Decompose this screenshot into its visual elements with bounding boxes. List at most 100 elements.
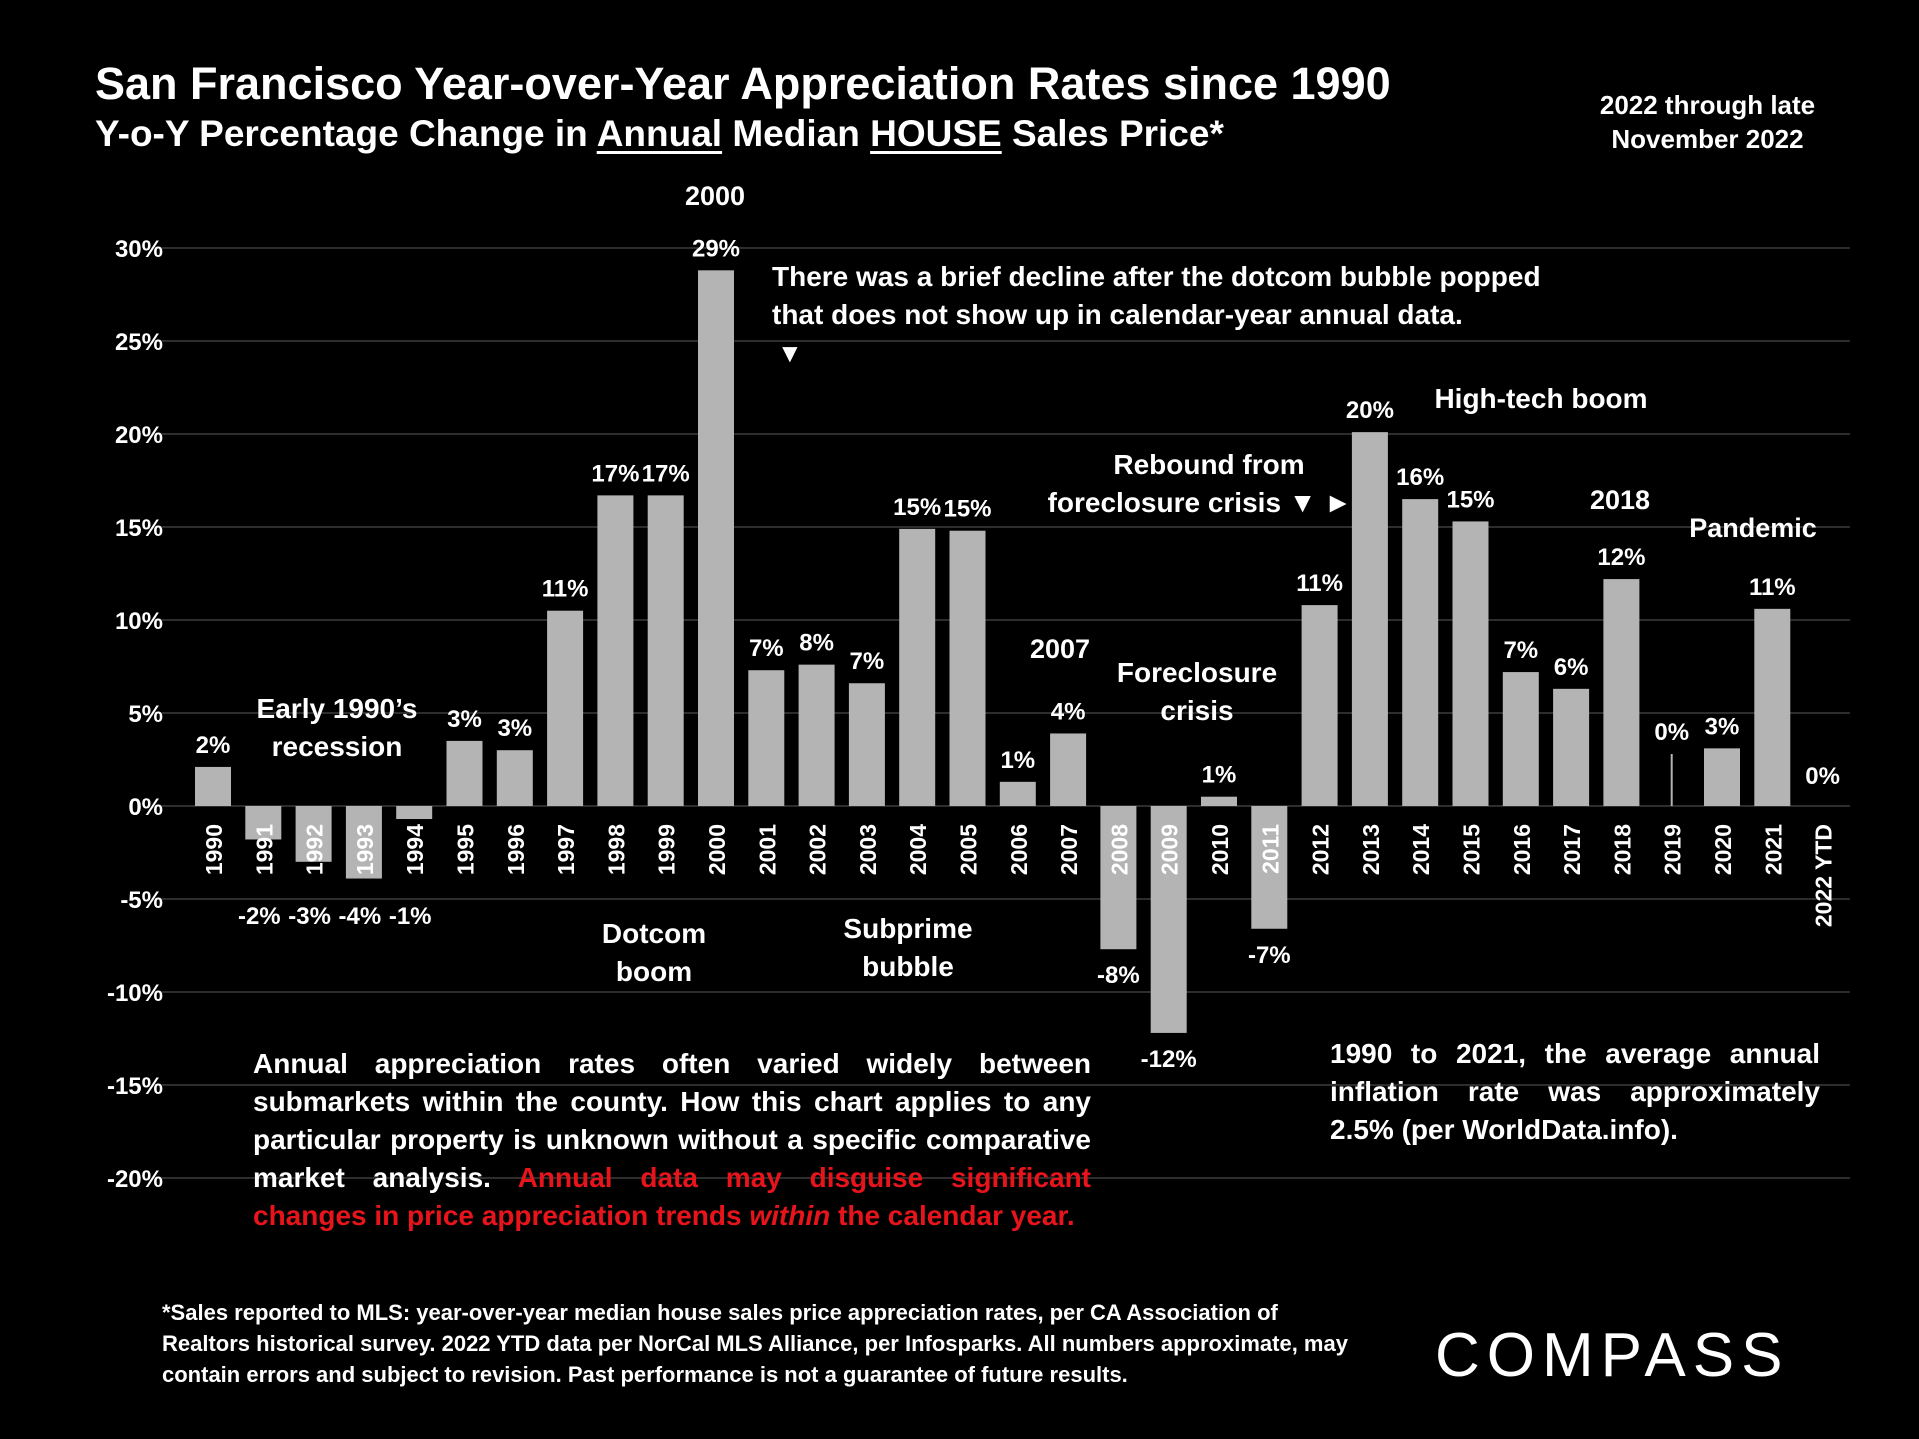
y-tick-label: -5% (120, 887, 163, 914)
x-tick-label: 2011 (1257, 824, 1283, 874)
bar (647, 495, 684, 806)
y-tick-label: -10% (107, 980, 163, 1007)
data-label: 11% (1749, 574, 1796, 601)
x-tick-label: 1993 (352, 824, 378, 875)
subtitle-part: Median (722, 113, 871, 154)
annotation-foreclosure: crisis (1160, 695, 1233, 726)
subtitle-part: Sales Price* (1001, 113, 1224, 154)
x-tick-label: 2016 (1509, 824, 1535, 875)
bar (1251, 806, 1288, 929)
data-labels: 2%-2% -3% -4% -1%3% 3%11%17% 17%29%7% 8%7%15% 1… (196, 235, 1840, 1073)
y-tick-label: -20% (107, 1166, 163, 1193)
bar (748, 670, 785, 806)
bar (1553, 688, 1590, 806)
bar (195, 766, 231, 806)
footnote: *Sales reported to MLS: year-over-year m… (162, 1300, 1348, 1387)
annotation-pandemic: Pandemic (1689, 513, 1817, 543)
data-label: 7% (850, 648, 885, 675)
bar (597, 495, 634, 806)
x-tick-label: 2009 (1157, 824, 1183, 875)
annotation-dotcom-boom: boom (616, 956, 692, 987)
data-label: 4% (1051, 698, 1086, 725)
bar (899, 528, 936, 806)
annotation-subprime: Subprime (843, 913, 972, 944)
left-note-highlight-text: the calendar year. (830, 1200, 1075, 1231)
right-note: 1990 to 2021, the average annual inflati… (1330, 1038, 1820, 1145)
y-tick-label: 30% (115, 236, 163, 263)
data-label: -8% (1097, 962, 1140, 989)
compass-logo: COMPASS (1435, 1321, 1790, 1390)
x-tick-label: 2013 (1358, 824, 1384, 875)
annotation-dotcom-note: There was a brief decline after the dotc… (772, 261, 1541, 292)
left-note-highlight-text: Annual data may disguise significant cha… (253, 1162, 1091, 1231)
y-tick-label: 25% (115, 329, 163, 356)
data-label: 16% (1396, 464, 1444, 491)
x-tick-label: 1997 (553, 824, 579, 875)
annotation-rebound: foreclosure crisis ▼ ► (1048, 487, 1352, 518)
data-label: 1% (1000, 747, 1035, 774)
bar (1150, 806, 1187, 1033)
annotation-2018: 2018 (1590, 485, 1650, 515)
data-label: -2% (238, 903, 281, 930)
bar (1402, 499, 1439, 806)
x-tick-label: 2020 (1710, 824, 1736, 875)
x-tick-label: 2018 (1609, 824, 1635, 875)
annotation-high-tech-boom: High-tech boom (1434, 383, 1647, 414)
period-line: 2022 through late (1599, 90, 1816, 120)
data-label: 3% (497, 715, 532, 742)
subtitle-house: HOUSE (870, 113, 1002, 154)
data-label: 17% (642, 460, 690, 487)
chart-title: San Francisco Year-over-Year Appreciatio… (95, 58, 1391, 109)
x-tick-label: 2017 (1559, 824, 1585, 875)
annotation-subprime: bubble (862, 951, 954, 982)
x-tick-label: 1996 (503, 824, 529, 875)
x-tick-label: 2002 (805, 824, 831, 875)
y-tick-label: 5% (128, 701, 163, 728)
data-label: 12% (1597, 544, 1645, 571)
subtitle-part: Y-o-Y Percentage Change in (95, 113, 597, 154)
bar (496, 750, 533, 806)
bar (396, 806, 433, 820)
data-label: 6% (1554, 654, 1589, 681)
x-tick-label: 1990 (201, 824, 227, 875)
bar (848, 683, 885, 806)
x-tick-label: 2006 (1006, 824, 1032, 875)
x-tick-label: 2004 (905, 824, 931, 875)
data-label: 3% (1705, 713, 1740, 740)
bar (245, 806, 282, 840)
down-arrow-icon: ▼ (777, 338, 803, 368)
bar (1704, 748, 1740, 806)
bar (1351, 432, 1388, 806)
bar (1050, 733, 1087, 806)
subtitle-annual: Annual (596, 113, 723, 154)
bar (547, 610, 584, 806)
x-tick-label: 2001 (754, 824, 780, 875)
y-tick-label: 20% (115, 422, 163, 449)
x-tick-label: 1999 (654, 824, 680, 875)
bar (1301, 605, 1338, 806)
data-label: 8% (799, 630, 834, 657)
period-line: November 2022 (1611, 124, 1804, 154)
data-label: -4% (339, 903, 382, 930)
left-note-text: Annual appreciation rates often varied w… (253, 1048, 1091, 1193)
data-label: -7% (1248, 942, 1291, 969)
x-tick-label: 2008 (1106, 824, 1132, 875)
data-label: 20% (1346, 397, 1394, 424)
x-axis-labels: 1990 1991 1992 1993 1994 1995 1996 1997 1998 1999… (201, 824, 1837, 927)
bar (698, 270, 734, 806)
annotations: 2000 There was a brief decline after the… (257, 181, 1817, 987)
bar (1754, 608, 1791, 806)
data-label: 1% (1202, 762, 1237, 789)
annotation-dotcom-boom: Dotcom (602, 918, 706, 949)
x-tick-label: 2019 (1660, 824, 1686, 875)
period-note: 2022 through late November 2022 (1560, 88, 1855, 156)
bar (295, 806, 332, 862)
data-label: -3% (288, 903, 331, 930)
bar (999, 781, 1036, 806)
data-label: 0% (1805, 763, 1840, 790)
data-label: 17% (591, 460, 639, 487)
y-tick-label: 15% (115, 515, 163, 542)
x-tick-label: 1992 (302, 824, 328, 875)
data-label: -1% (389, 903, 432, 930)
annotation-foreclosure: Foreclosure (1117, 657, 1277, 688)
